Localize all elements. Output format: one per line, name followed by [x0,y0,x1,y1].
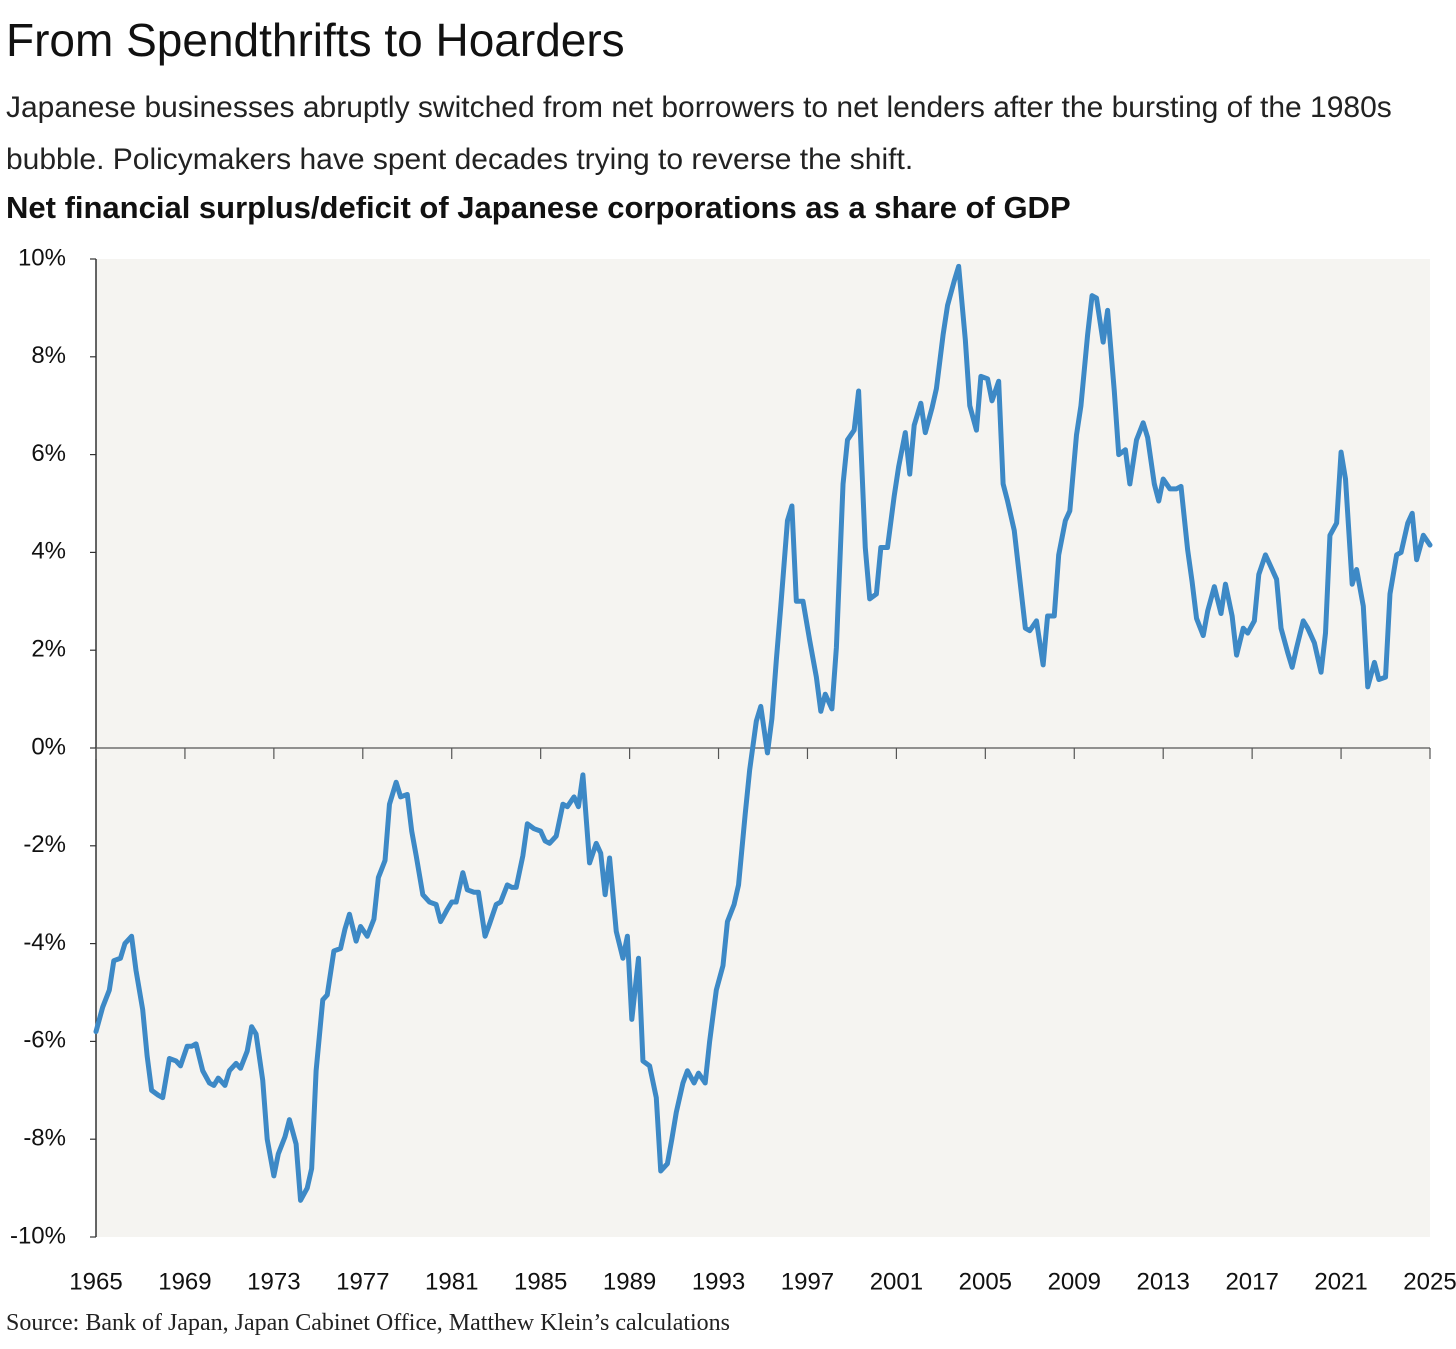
x-tick-label: 2025 [1403,1268,1456,1295]
x-tick-label: 1981 [425,1268,478,1295]
subtitle: Japanese businesses abruptly switched fr… [6,91,1392,176]
data-line [93,263,1433,1203]
x-tick-label: 1977 [336,1268,389,1295]
y-tick-label: 10% [18,244,66,271]
y-tick-label: -4% [23,929,66,956]
x-tick-label: 2013 [1137,1268,1190,1295]
y-tick-label: 6% [31,440,66,467]
y-tick-label: 0% [31,733,66,760]
chart-title: Net financial surplus/deficit of Japanes… [6,190,1071,225]
x-tick-label: 2009 [1048,1268,1101,1295]
y-tick-label: -2% [23,831,66,858]
x-tick-label: 1997 [781,1268,834,1295]
y-tick-label: -6% [23,1027,66,1054]
x-tick-label: 1993 [692,1268,745,1295]
x-tick-label: 1989 [603,1268,656,1295]
y-tick-label: 2% [31,636,66,663]
x-tick-label: 2017 [1225,1268,1278,1295]
x-tick-label: 1969 [158,1268,211,1295]
y-tick-label: -8% [23,1125,66,1152]
x-tick-label: 1973 [247,1268,300,1295]
y-tick-label: 4% [31,538,66,565]
y-tick-label: 8% [31,342,66,369]
source: Source: Bank of Japan, Japan Cabinet Off… [6,1310,731,1336]
x-tick-label: 1965 [69,1268,122,1295]
chart: -10% -8% -6% -4% -2% 0% 2% 4% 6% 8% 10% 1965 1969 197… [10,244,1456,1295]
x-tick-label: 2005 [959,1268,1012,1295]
x-tick-label: 2001 [870,1268,923,1295]
title: From Spendthrifts to Hoarders [6,14,625,66]
x-tick-label: 2021 [1314,1268,1367,1295]
x-tick-label: 1985 [514,1268,567,1295]
y-tick-label: -10% [10,1222,66,1249]
